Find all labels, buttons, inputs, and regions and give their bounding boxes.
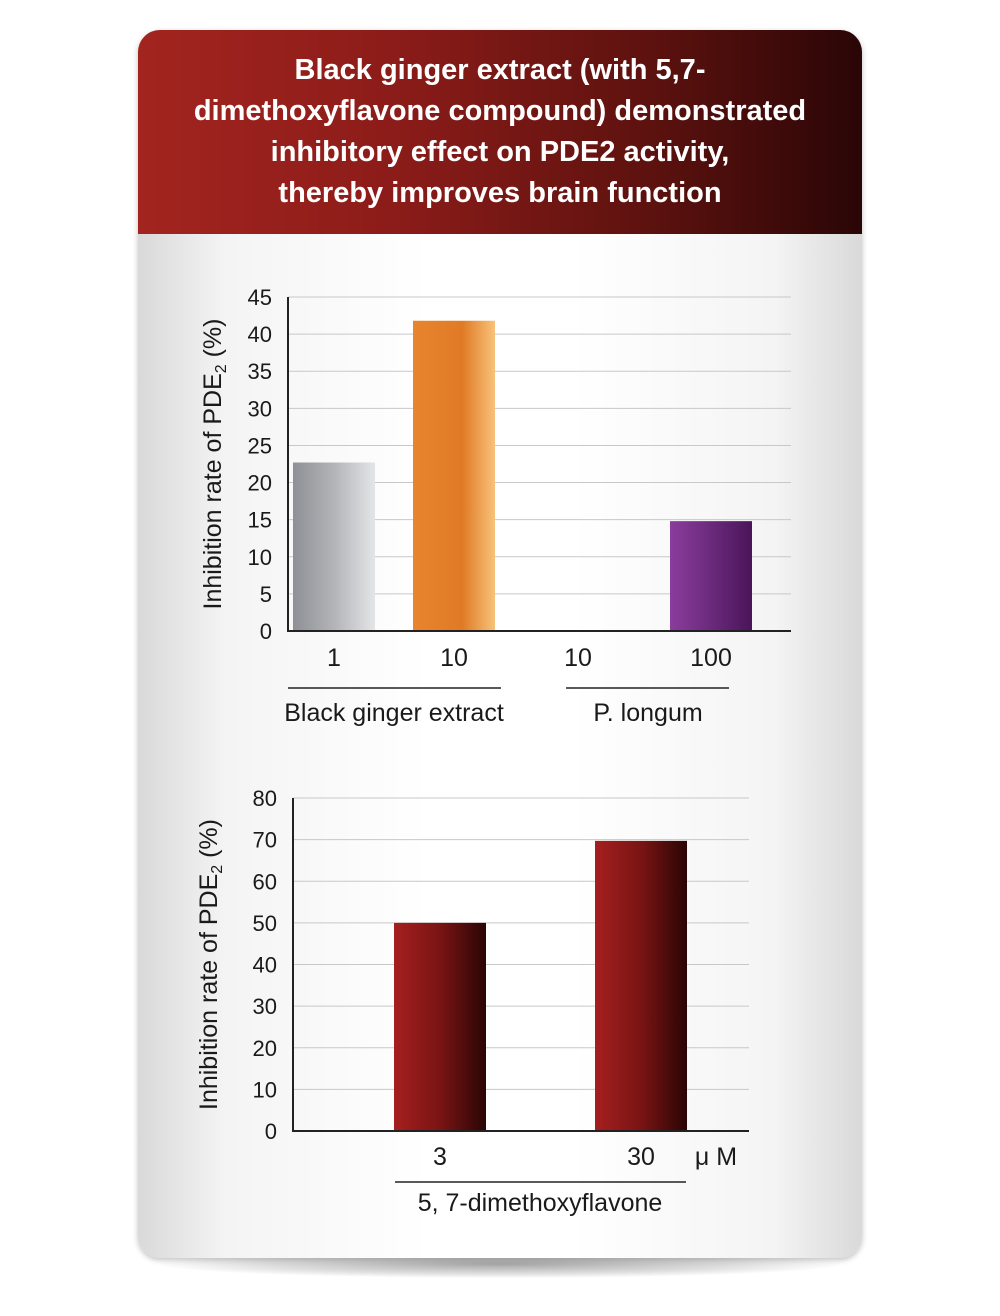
y-tick-label: 35 — [248, 359, 272, 384]
header-title-line: thereby improves brain function — [278, 177, 722, 209]
info-card: Black ginger extract (with 5,7- dimethox… — [138, 30, 862, 1258]
header-title: Black ginger extract (with 5,7- dimethox… — [150, 50, 850, 214]
y-tick-label: 10 — [248, 545, 272, 570]
y-tick-label: 60 — [253, 869, 277, 894]
header-banner: Black ginger extract (with 5,7- dimethox… — [138, 30, 862, 234]
bar — [670, 521, 752, 631]
x-unit-label: μ M — [695, 1143, 737, 1171]
bar — [293, 462, 375, 631]
y-tick-label: 30 — [253, 994, 277, 1019]
y-tick-label: 20 — [248, 471, 272, 496]
bar — [413, 320, 495, 631]
y-tick-label: 5 — [260, 582, 272, 607]
y-tick-label: 50 — [253, 911, 277, 936]
y-tick-label: 10 — [253, 1077, 277, 1102]
y-tick-label: 0 — [265, 1119, 277, 1144]
y-tick-label: 0 — [260, 619, 272, 644]
y-tick-label: 45 — [248, 285, 272, 310]
x-tick-label: 10 — [564, 644, 592, 672]
group-label: 5, 7-dimethoxyflavone — [418, 1189, 663, 1217]
y-tick-label: 15 — [248, 508, 272, 533]
y-tick-label: 40 — [248, 322, 272, 347]
y-axis-label: Inhibition rate of PDE2 (%) — [199, 319, 230, 610]
header-title-line: dimethoxyflavone compound) demonstrated — [193, 95, 807, 127]
group-label: P. longum — [593, 699, 702, 727]
x-tick-label: 100 — [690, 644, 732, 672]
x-tick-label: 3 — [433, 1143, 447, 1171]
x-tick-label: 30 — [627, 1143, 655, 1171]
y-tick-label: 25 — [248, 433, 272, 458]
y-tick-label: 80 — [253, 786, 277, 811]
header-title-line: Black ginger extract (with 5,7- — [294, 54, 706, 86]
bar — [394, 922, 486, 1131]
y-tick-label: 40 — [253, 953, 277, 978]
y-axis-label: Inhibition rate of PDE2 (%) — [195, 819, 226, 1110]
y-tick-label: 70 — [253, 828, 277, 853]
bar — [595, 840, 687, 1131]
group-label: Black ginger extract — [284, 699, 504, 727]
y-tick-label: 20 — [253, 1036, 277, 1061]
x-tick-label: 10 — [440, 644, 468, 672]
x-tick-label: 1 — [327, 644, 341, 672]
header-title-line: inhibitory effect on PDE2 activity, — [270, 136, 730, 168]
y-tick-label: 30 — [248, 396, 272, 421]
